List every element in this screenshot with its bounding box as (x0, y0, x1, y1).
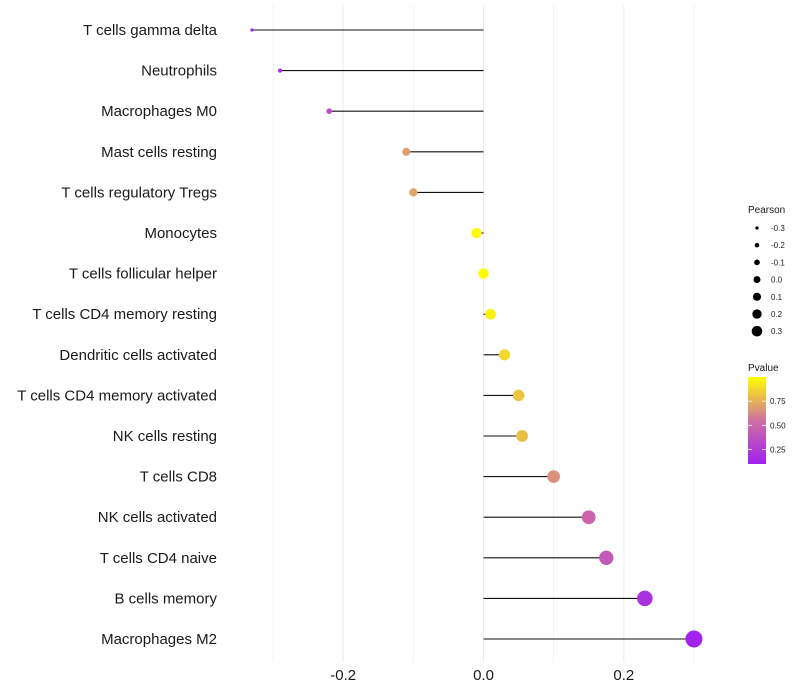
category-label: NK cells resting (113, 428, 217, 445)
category-label: T cells CD8 (140, 469, 217, 486)
x-tick-label: 0.2 (613, 667, 634, 684)
category-label: Macrophages M2 (101, 631, 217, 648)
lollipop-segments (252, 29, 694, 640)
pearson-legend-title: Pearson (748, 205, 785, 216)
lollipop-point (499, 349, 511, 361)
lollipop-points (250, 28, 703, 648)
pearson-legend-label: -0.2 (771, 241, 785, 250)
pearson-legend: Pearson -0.3 -0.2 -0.1 0.0 0.1 0.2 0.3 (748, 205, 785, 337)
lollipop-point (326, 108, 332, 115)
lollipop-point (685, 630, 703, 648)
pvalue-legend-label: 0.75 (770, 397, 786, 406)
pearson-legend-key (755, 226, 759, 230)
pearson-legend-label: 0.1 (771, 293, 783, 302)
grid-lines (272, 5, 695, 662)
lollipop-point (516, 430, 528, 442)
pvalue-legend-label: 0.50 (770, 421, 786, 430)
category-label: T cells follicular helper (69, 266, 217, 283)
category-label: T cells CD4 memory resting (32, 306, 217, 323)
category-label: Dendritic cells activated (59, 347, 217, 364)
pearson-legend-label: -0.3 (771, 224, 785, 233)
pearson-legend-label: 0.2 (771, 310, 783, 319)
lollipop-point (637, 590, 653, 607)
pearson-legend-key (754, 259, 760, 266)
pvalue-legend-label: 0.25 (770, 446, 786, 455)
pvalue-colorbar (748, 377, 766, 464)
lollipop-point (599, 550, 614, 565)
pearson-legend-key (752, 292, 762, 301)
lollipop-point (581, 510, 596, 525)
category-label: NK cells activated (98, 509, 217, 526)
category-label: T cells gamma delta (83, 22, 218, 39)
pearson-legend-label: 0.0 (771, 276, 783, 285)
pearson-legend-label: -0.1 (771, 258, 785, 267)
category-label: Macrophages M0 (101, 103, 217, 120)
lollipop-point (512, 389, 525, 402)
lollipop-point (471, 227, 482, 239)
category-label: Mast cells resting (101, 144, 217, 161)
lollipop-point (278, 68, 283, 73)
pearson-legend-key (751, 325, 763, 337)
category-label: T cells CD4 memory activated (17, 387, 217, 404)
lollipop-point (402, 147, 411, 156)
category-label: B cells memory (114, 590, 217, 607)
pearson-legend-label: 0.3 (771, 327, 783, 336)
pearson-legend-key (752, 309, 762, 319)
category-label: T cells regulatory Tregs (61, 184, 217, 201)
x-axis-ticks: -0.2 0.0 0.2 (330, 667, 634, 684)
category-label: Neutrophils (141, 63, 217, 80)
pearson-legend-key (754, 242, 760, 248)
category-label: Monocytes (144, 225, 217, 242)
pvalue-legend: Pvalue 0.75 0.50 0.25 (748, 363, 786, 464)
x-tick-label: 0.0 (473, 667, 494, 684)
lollipop-point (250, 28, 254, 32)
pvalue-legend-title: Pvalue (748, 363, 779, 374)
pearson-legend-key (753, 276, 761, 284)
lollipop-point (485, 308, 496, 320)
lollipop-point (547, 470, 560, 483)
category-label: T cells CD4 naive (100, 550, 217, 567)
lollipop-point (409, 188, 418, 197)
x-tick-label: -0.2 (330, 667, 356, 684)
lollipop-point (478, 268, 489, 279)
category-labels: T cells gamma delta Neutrophils Macrophage… (17, 22, 217, 648)
